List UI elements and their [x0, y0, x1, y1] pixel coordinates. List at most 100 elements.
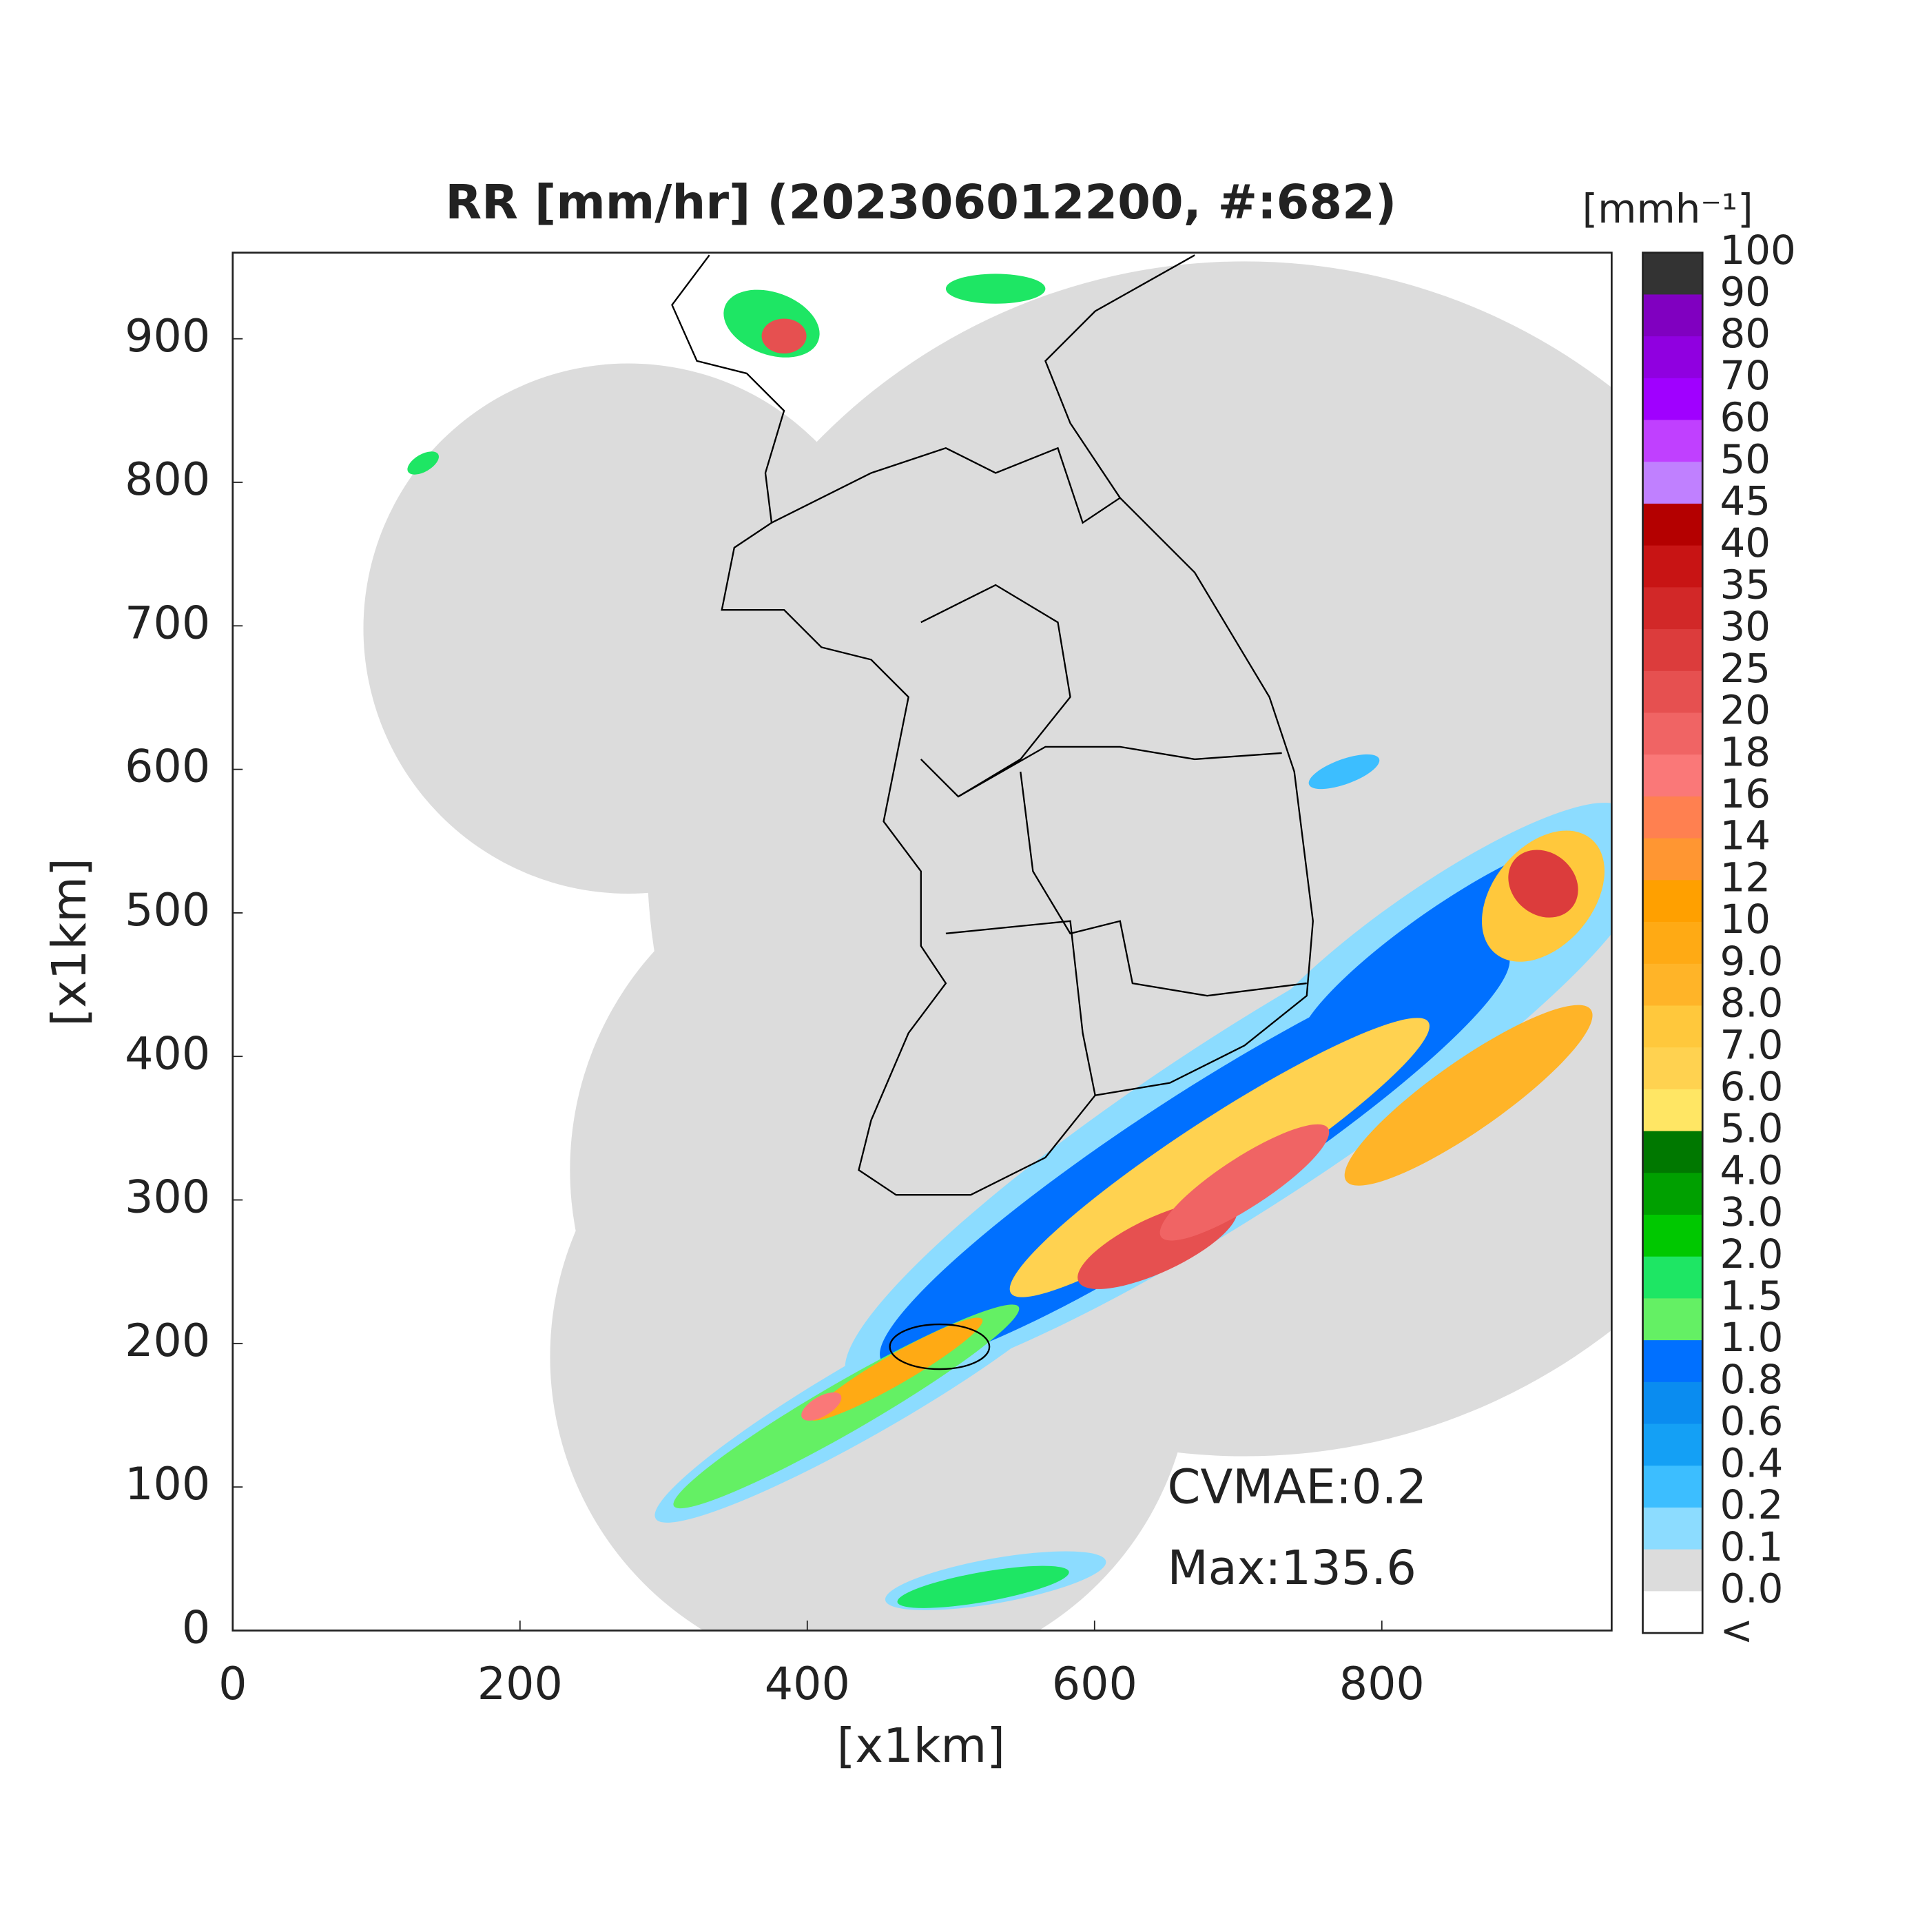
- x-tick-label: 800: [1339, 1658, 1425, 1710]
- x-tick-label: 200: [477, 1658, 563, 1710]
- precip-cell: [1009, 1018, 1430, 1297]
- colorbar-segment: [1642, 1298, 1703, 1342]
- colorbar-tick-label: 100: [1720, 227, 1796, 274]
- colorbar-segment: [1642, 1381, 1703, 1425]
- colorbar-segment: [1642, 1005, 1703, 1049]
- colorbar-tick-label: <: [1720, 1607, 1753, 1654]
- colorbar-segment: [1642, 420, 1703, 463]
- x-axis-label: [x1km]: [837, 1718, 1005, 1774]
- colorbar-segment: [1642, 1591, 1703, 1634]
- colorbar-segment: [1642, 629, 1703, 672]
- colorbar-segment: [1642, 1131, 1703, 1174]
- y-tick-label: 100: [125, 1459, 210, 1510]
- colorbar-tick-label: 16: [1720, 770, 1771, 817]
- colorbar-segment: [1642, 922, 1703, 965]
- colorbar-segment: [1642, 1089, 1703, 1132]
- colorbar-tick-label: 45: [1720, 477, 1771, 524]
- colorbar-tick-label: 6.0: [1720, 1063, 1784, 1110]
- colorbar-segment: [1642, 1424, 1703, 1467]
- colorbar-segment: [1642, 462, 1703, 504]
- colorbar-segment: [1642, 1340, 1703, 1383]
- colorbar-tick-label: 1.0: [1720, 1314, 1784, 1361]
- colorbar-segment: [1642, 1214, 1703, 1257]
- colorbar-segment: [1642, 1173, 1703, 1215]
- colorbar-tick-label: 7.0: [1720, 1021, 1784, 1068]
- precip-cell: [897, 1565, 1069, 1608]
- colorbar-tick-label: 18: [1720, 728, 1771, 775]
- colorbar-segment: [1642, 1466, 1703, 1508]
- y-tick-label: 400: [125, 1028, 210, 1080]
- colorbar-tick-label: 0.2: [1720, 1481, 1784, 1528]
- colorbar-tick-label: 2.0: [1720, 1231, 1784, 1277]
- colorbar-segment: [1642, 503, 1703, 546]
- colorbar-segment: [1642, 880, 1703, 923]
- x-tick-label: 0: [218, 1658, 247, 1710]
- colorbar-segment: [1642, 587, 1703, 630]
- colorbar-segment: [1642, 252, 1703, 296]
- colorbar-tick-label: 35: [1720, 561, 1771, 608]
- colorbar-tick-label: 25: [1720, 645, 1771, 692]
- precip-cell: [1508, 850, 1578, 918]
- annotation: CVMAE:0.2: [1167, 1459, 1427, 1514]
- colorbar-tick-label: 3.0: [1720, 1189, 1784, 1235]
- colorbar-segment: [1642, 838, 1703, 881]
- colorbar-segment: [1642, 1549, 1703, 1592]
- precip-cell: [809, 1317, 983, 1421]
- y-tick-label: 800: [125, 454, 210, 506]
- colorbar-tick-label: 50: [1720, 435, 1771, 482]
- y-tick-label: 300: [125, 1172, 210, 1224]
- colorbar-tick-label: 8.0: [1720, 980, 1784, 1027]
- colorbar-tick-label: 60: [1720, 394, 1771, 441]
- colorbar-segment: [1642, 963, 1703, 1007]
- colorbar-segment: [1642, 378, 1703, 421]
- colorbar-tick-label: 20: [1720, 687, 1771, 734]
- colorbar-label: [mmh⁻¹]: [1582, 185, 1753, 232]
- colorbar-tick-label: 30: [1720, 603, 1771, 650]
- colorbar-tick-label: 70: [1720, 352, 1771, 399]
- precip-cell: [1344, 1005, 1593, 1186]
- chart-title: RR [mm/hr] (202306012200, #:682): [445, 175, 1396, 230]
- precip-cell: [945, 274, 1046, 304]
- precipitation: [407, 274, 1612, 1610]
- precip-cell: [1159, 1124, 1330, 1241]
- precip-cell: [761, 318, 807, 354]
- colorbar-segment: [1642, 796, 1703, 839]
- colorbar-tick-label: 0.0: [1720, 1565, 1784, 1612]
- precip-cell: [801, 1392, 842, 1421]
- colorbar-tick-label: 40: [1720, 520, 1771, 566]
- colorbar-segment: [1642, 1507, 1703, 1550]
- y-tick-label: 500: [125, 885, 210, 936]
- colorbar-tick-label: 0.6: [1720, 1398, 1784, 1445]
- axes-frame: [231, 251, 1613, 1632]
- colorbar-segment: [1642, 1256, 1703, 1299]
- y-tick-label: 200: [125, 1315, 210, 1367]
- colorbar-tick-label: 0.4: [1720, 1439, 1784, 1486]
- colorbar-tick-label: 0.8: [1720, 1356, 1784, 1403]
- colorbar-tick-label: 14: [1720, 812, 1771, 859]
- y-axis-label: [x1km]: [42, 858, 97, 1026]
- colorbar-segment: [1642, 336, 1703, 379]
- precip-cell: [1308, 754, 1380, 790]
- colorbar-tick-label: 12: [1720, 854, 1771, 901]
- colorbar-segment: [1642, 545, 1703, 588]
- colorbar-segment: [1642, 1047, 1703, 1090]
- colorbar-segment: [1642, 712, 1703, 756]
- colorbar-tick-label: 10: [1720, 896, 1771, 943]
- radar-map: [363, 254, 1612, 1631]
- x-tick-label: 600: [1052, 1658, 1137, 1710]
- colorbar-segment: [1642, 294, 1703, 338]
- colorbar-tick-label: 4.0: [1720, 1147, 1784, 1193]
- precip-cell: [407, 451, 439, 475]
- colorbar-tick-label: 9.0: [1720, 938, 1784, 985]
- x-tick-label: 400: [765, 1658, 850, 1710]
- colorbar-segment: [1642, 670, 1703, 714]
- y-tick-label: 0: [182, 1603, 210, 1654]
- colorbar-tick-label: 80: [1720, 310, 1771, 357]
- annotation: Max:135.6: [1167, 1541, 1416, 1596]
- coastline: [671, 254, 1314, 1370]
- colorbar-segment: [1642, 754, 1703, 797]
- colorbar-tick-label: 90: [1720, 269, 1771, 316]
- colorbar-tick-label: 5.0: [1720, 1105, 1784, 1152]
- y-tick-label: 700: [125, 597, 210, 649]
